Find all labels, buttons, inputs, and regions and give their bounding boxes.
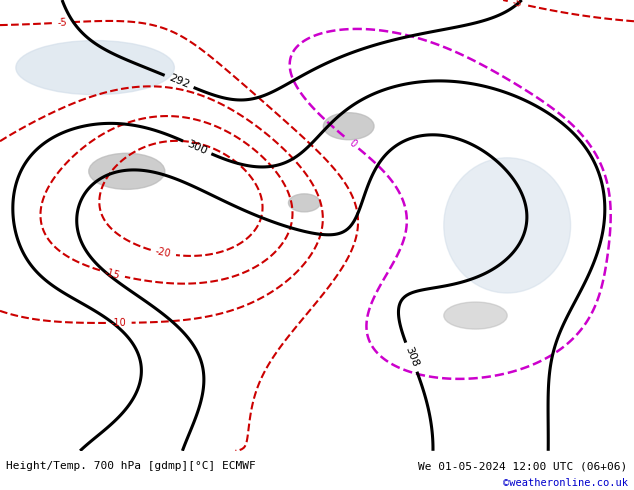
Text: -20: -20 [155, 246, 172, 260]
Text: 300: 300 [186, 139, 209, 156]
Ellipse shape [89, 153, 165, 189]
Text: Height/Temp. 700 hPa [gdmp][°C] ECMWF: Height/Temp. 700 hPa [gdmp][°C] ECMWF [6, 462, 256, 471]
Text: -15: -15 [103, 267, 121, 281]
Text: ©weatheronline.co.uk: ©weatheronline.co.uk [503, 478, 628, 488]
Ellipse shape [16, 41, 174, 95]
Ellipse shape [323, 113, 374, 140]
Text: 0: 0 [347, 137, 358, 149]
Text: -5: -5 [57, 17, 68, 28]
Text: 308: 308 [403, 345, 420, 369]
Ellipse shape [444, 158, 571, 293]
Ellipse shape [444, 302, 507, 329]
Text: -5: -5 [512, 0, 523, 9]
Ellipse shape [288, 194, 320, 212]
Text: 292: 292 [167, 73, 191, 90]
Text: -10: -10 [111, 318, 127, 328]
Text: We 01-05-2024 12:00 UTC (06+06): We 01-05-2024 12:00 UTC (06+06) [418, 462, 628, 471]
